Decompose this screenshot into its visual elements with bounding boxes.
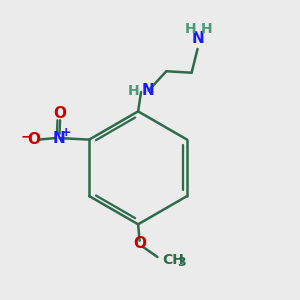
Text: 3: 3 (177, 256, 186, 269)
Text: O: O (28, 132, 41, 147)
Text: +: + (61, 126, 71, 139)
Text: −: − (20, 130, 32, 144)
Text: N: N (142, 83, 154, 98)
Text: O: O (54, 106, 67, 121)
Text: H: H (201, 22, 212, 36)
Text: O: O (133, 236, 146, 251)
Text: N: N (53, 130, 66, 146)
Text: H: H (184, 22, 196, 36)
Text: N: N (191, 31, 204, 46)
Text: CH: CH (162, 253, 184, 267)
Text: H: H (128, 84, 140, 98)
